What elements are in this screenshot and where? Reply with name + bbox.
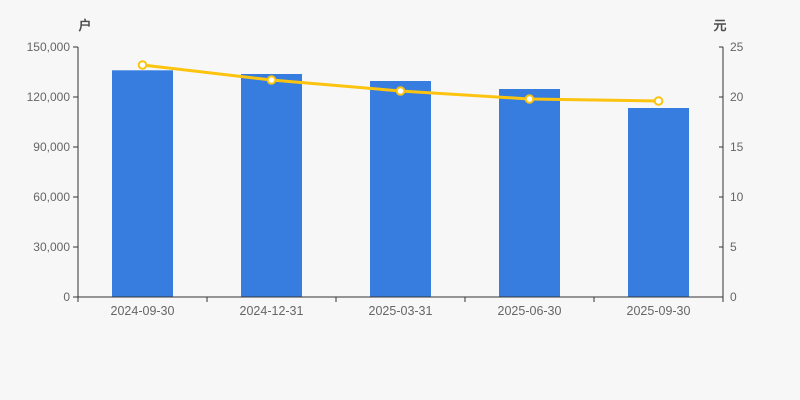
bar-2025-09-30	[628, 108, 689, 297]
y-tick-label-left: 60,000	[33, 190, 70, 204]
y-tick-label-left: 150,000	[27, 40, 71, 54]
y-tick-label-right: 10	[730, 190, 744, 204]
x-tick-label: 2025-09-30	[627, 304, 691, 318]
line-point-2025-03-31	[395, 86, 406, 96]
y-tick-label-left: 120,000	[27, 90, 71, 104]
y-tick-label-right: 0	[730, 290, 737, 304]
bar-2024-12-31	[241, 74, 302, 297]
y-tick-label-right: 5	[730, 240, 737, 254]
bar-2025-06-30	[499, 89, 560, 297]
right-axis-unit-label: 元	[713, 18, 727, 33]
line-point-2024-12-31	[266, 75, 277, 85]
y-tick-label-left: 0	[63, 290, 70, 304]
y-tick-label-left: 90,000	[33, 140, 70, 154]
left-axis-unit-label: 户	[78, 18, 92, 33]
y-tick-label-right: 25	[730, 40, 744, 54]
y-tick-label-right: 15	[730, 140, 744, 154]
line-point-2024-09-30	[137, 60, 148, 70]
bar-2024-09-30	[112, 70, 173, 297]
y-tick-label-left: 30,000	[33, 240, 70, 254]
line-point-2025-09-30	[653, 96, 664, 106]
line-point-2025-06-30	[524, 94, 535, 104]
y-tick-label-right: 20	[730, 90, 744, 104]
x-tick-label: 2025-06-30	[498, 304, 562, 318]
x-tick-label: 2024-09-30	[111, 304, 175, 318]
x-tick-label: 2024-12-31	[240, 304, 304, 318]
bar-2025-03-31	[370, 81, 431, 297]
x-tick-label: 2025-03-31	[369, 304, 433, 318]
